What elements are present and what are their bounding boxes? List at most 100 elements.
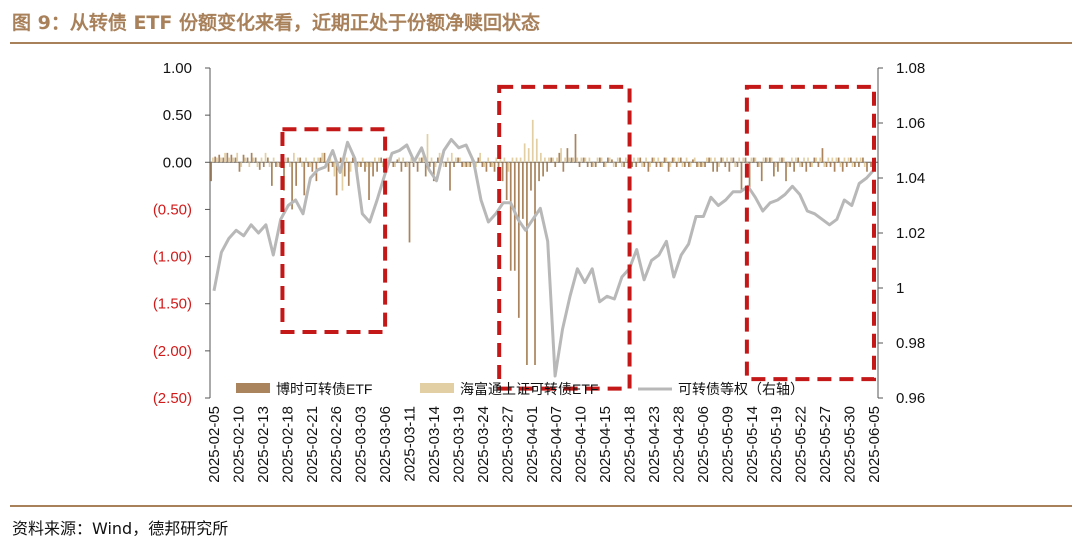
bar-boshi (752, 157, 755, 163)
bar-haifutong (394, 162, 396, 167)
x-tick-label: 2025-02-10 (230, 406, 247, 483)
bar-boshi (481, 162, 484, 167)
bar-haifutong (236, 152, 239, 163)
bar-haifutong (511, 157, 514, 163)
bar-boshi (671, 157, 674, 163)
bar-haifutong (600, 157, 603, 163)
bar-boshi (295, 162, 298, 186)
bar-boshi (675, 162, 678, 167)
bar-boshi (275, 162, 277, 167)
bar-boshi (258, 162, 261, 170)
left-tick-label: (0.50) (153, 201, 192, 218)
bar-haifutong (766, 157, 769, 163)
bar-haifutong (519, 157, 522, 163)
bar-boshi (477, 157, 480, 163)
bar-boshi (862, 157, 864, 163)
bar-haifutong (357, 162, 360, 167)
bar-haifutong (288, 162, 291, 167)
bar-boshi (789, 162, 791, 167)
bar-boshi (773, 162, 775, 177)
bar-haifutong (847, 157, 850, 163)
bar-haifutong (580, 157, 583, 163)
bar-boshi (339, 157, 342, 163)
left-tick-label: 0.50 (163, 107, 192, 124)
bar-haifutong (669, 162, 672, 167)
bar-haifutong (264, 152, 267, 163)
bar-boshi (679, 157, 682, 163)
bar-boshi (396, 159, 399, 163)
bar-haifutong (653, 157, 656, 163)
bar-boshi (611, 159, 613, 163)
x-tick-label: 2025-03-06 (377, 406, 394, 483)
bar-boshi (364, 162, 366, 172)
x-tick-label: 2025-02-26 (328, 406, 345, 483)
bar-haifutong (349, 162, 352, 172)
bar-haifutong (345, 157, 348, 163)
bar-boshi (683, 162, 686, 167)
bar-boshi (538, 162, 540, 182)
bar-boshi (242, 154, 245, 163)
source-note: 资料来源：Wind，德邦研究所 (12, 519, 229, 538)
bar-boshi (692, 159, 694, 163)
bar-boshi (841, 162, 844, 172)
bar-haifutong (374, 157, 376, 163)
bar-haifutong (333, 162, 336, 177)
bar-haifutong (552, 157, 554, 163)
bar-boshi (226, 152, 229, 163)
bar-haifutong (361, 157, 364, 163)
bar-haifutong (795, 157, 797, 163)
bar-boshi (311, 162, 314, 172)
bar-haifutong (548, 157, 550, 163)
bar-boshi (238, 162, 241, 172)
bar-haifutong (438, 152, 441, 163)
bar-haifutong (576, 157, 579, 163)
bar-haifutong (786, 162, 789, 167)
bar-haifutong (782, 157, 785, 163)
bar-haifutong (560, 148, 562, 163)
bar-haifutong (256, 162, 259, 167)
bar-boshi (408, 162, 411, 243)
x-tick-label: 2025-04-18 (622, 406, 639, 483)
bar-boshi (291, 162, 293, 210)
bar-haifutong (544, 157, 546, 163)
bar-haifutong (527, 148, 530, 163)
bar-boshi (303, 162, 306, 196)
bar-haifutong (750, 157, 753, 163)
x-tick-label: 2025-02-21 (304, 406, 321, 483)
bar-haifutong (722, 157, 724, 163)
bar-boshi (392, 162, 395, 167)
x-tick-label: 2025-05-22 (793, 406, 810, 483)
bar-boshi (574, 134, 577, 163)
bar-boshi (716, 162, 719, 172)
bar-haifutong (369, 162, 372, 167)
x-tick-label: 2025-02-05 (206, 406, 223, 483)
bar-boshi (768, 157, 771, 163)
bar-haifutong (681, 162, 684, 167)
bar-boshi (368, 162, 370, 200)
bar-haifutong (803, 157, 805, 163)
bar-haifutong (454, 157, 457, 163)
bar-boshi (801, 162, 804, 167)
bar-haifutong (811, 162, 813, 167)
bar-haifutong (839, 162, 842, 167)
bar-boshi (728, 162, 731, 172)
bar-haifutong (620, 162, 623, 167)
bar-haifutong (596, 157, 599, 163)
bar-boshi (756, 162, 759, 167)
bar-boshi (449, 162, 451, 191)
bar-boshi (570, 157, 573, 163)
bar-boshi (465, 162, 468, 167)
bar-haifutong (774, 162, 777, 167)
bar-boshi (744, 157, 747, 163)
bar-haifutong (843, 157, 846, 163)
bar-boshi (793, 162, 795, 172)
bar-boshi (513, 162, 516, 271)
bar-boshi (764, 157, 767, 163)
bar-boshi (833, 162, 836, 172)
bar-boshi (615, 162, 617, 167)
bar-boshi (858, 162, 860, 167)
highlight-box (280, 127, 388, 334)
bar-boshi (607, 157, 609, 163)
bar-haifutong (790, 157, 793, 163)
bar-boshi (493, 162, 496, 172)
